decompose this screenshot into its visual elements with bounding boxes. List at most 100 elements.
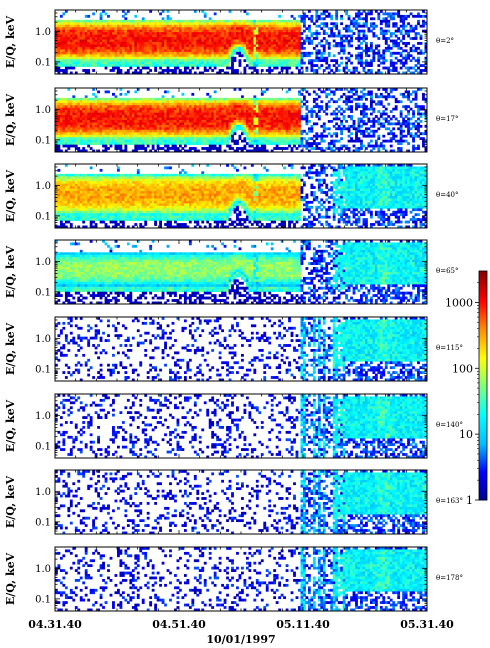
spectrogram-cell: [94, 59, 98, 63]
spectrogram-cell: [146, 142, 150, 145]
spectrogram-cell: [307, 29, 311, 33]
spectrogram-cell: [325, 88, 329, 91]
spectrogram-cell: [82, 110, 86, 113]
spectrogram-cell: [350, 22, 353, 26]
spectrogram-cell: [59, 42, 63, 45]
spectrogram-cell: [218, 24, 222, 28]
spectrogram-cell: [179, 34, 182, 38]
spectrogram-cell: [345, 29, 348, 33]
spectrogram-cell: [156, 120, 160, 123]
spectrogram-cell: [203, 61, 207, 65]
spectrogram-cell: [201, 39, 205, 43]
spectrogram-cell: [92, 59, 96, 63]
spectrogram-cell: [260, 49, 264, 53]
spectrogram-cell: [77, 117, 81, 121]
spectrogram-cell: [238, 34, 242, 38]
spectrogram-cell: [136, 44, 140, 48]
spectrogram-cell: [290, 71, 294, 75]
spectrogram-cell: [280, 132, 284, 136]
spectrogram-cell: [104, 66, 108, 70]
spectrogram-cell: [250, 142, 254, 145]
spectrogram-cell: [84, 149, 88, 153]
spectrogram-cell: [335, 88, 339, 91]
spectrogram-cell: [268, 132, 272, 136]
spectrogram-cell: [171, 32, 175, 35]
spectrogram-cell: [141, 115, 145, 118]
spectrogram-cell: [288, 29, 291, 33]
spectrogram-cell: [233, 44, 237, 48]
spectrogram-cell: [245, 56, 249, 60]
spectrogram-cell: [263, 29, 267, 33]
spectrogram-cell: [399, 14, 403, 18]
spectrogram-cell: [193, 27, 197, 31]
spectrogram-cell: [369, 17, 373, 21]
spectrogram-cell: [149, 139, 153, 143]
spectrogram-cell: [233, 97, 237, 101]
spectrogram-cell: [293, 120, 296, 123]
spectrogram-cell: [112, 115, 115, 118]
spectrogram-cell: [146, 49, 150, 53]
spectrogram-cell: [74, 117, 78, 121]
spectrogram-cell: [181, 97, 185, 101]
spectrogram-cell: [226, 59, 229, 63]
spectrogram-cell: [243, 10, 247, 13]
spectrogram-cell: [322, 149, 326, 153]
spectrogram-cell: [198, 102, 202, 106]
spectrogram-cell: [169, 34, 172, 38]
spectrogram-cell: [325, 127, 329, 131]
spectrogram-cell: [288, 88, 291, 91]
spectrogram-cell: [131, 29, 135, 33]
spectrogram-cell: [243, 147, 247, 150]
spectrogram-cell: [206, 127, 210, 131]
spectrogram-cell: [119, 122, 123, 126]
spectrogram-cell: [156, 115, 160, 118]
spectrogram-cell: [74, 132, 78, 136]
spectrogram-cell: [303, 144, 306, 148]
spectrogram-cell: [99, 39, 103, 43]
spectrogram-cell: [74, 97, 78, 101]
spectrogram-cell: [330, 149, 334, 153]
spectrogram-cell: [77, 56, 81, 60]
spectrogram-cell: [74, 102, 78, 106]
spectrogram-cell: [367, 69, 371, 72]
spectrogram-cell: [161, 69, 165, 72]
spectrogram-cell: [57, 122, 61, 126]
spectrogram-cell: [181, 129, 185, 133]
spectrogram-cell: [218, 22, 222, 26]
spectrogram-cell: [260, 124, 264, 128]
spectrogram-cell: [146, 112, 150, 116]
spectrogram-cell: [176, 102, 180, 106]
spectrogram-cell: [144, 134, 148, 138]
spectrogram-cell: [154, 97, 158, 101]
spectrogram-cell: [394, 24, 398, 28]
spectrogram-cell: [107, 44, 110, 48]
spectrogram-cell: [221, 32, 224, 35]
spectrogram-cell: [248, 107, 252, 111]
spectrogram-cell: [206, 34, 210, 38]
spectrogram-cell: [355, 22, 358, 26]
spectrogram-cell: [250, 59, 254, 63]
spectrogram-cell: [233, 42, 237, 45]
spectrogram-cell: [57, 39, 61, 43]
spectrogram-cell: [64, 39, 68, 43]
spectrogram-cell: [119, 129, 123, 133]
spectrogram-cell: [179, 137, 182, 141]
spectrogram-cell: [310, 115, 314, 118]
spectrogram-cell: [285, 139, 289, 143]
spectrogram-cell: [226, 27, 229, 31]
spectrogram-cell: [340, 22, 344, 26]
spectrogram-cell: [69, 59, 73, 63]
spectrogram-cell: [87, 144, 91, 148]
spectrogram-cell: [270, 44, 274, 48]
spectrogram-cell: [345, 144, 348, 148]
spectrogram-cell: [206, 102, 210, 106]
spectrogram-cell: [357, 10, 361, 13]
spectrogram-cell: [211, 117, 215, 121]
spectrogram-cell: [293, 64, 296, 67]
spectrogram-cell: [228, 144, 232, 148]
spectrogram-cell: [188, 134, 192, 138]
spectrogram-cell: [144, 97, 148, 101]
spectrogram-cell: [322, 24, 326, 28]
spectrogram-cell: [186, 107, 190, 111]
spectrogram-cell: [57, 34, 61, 38]
